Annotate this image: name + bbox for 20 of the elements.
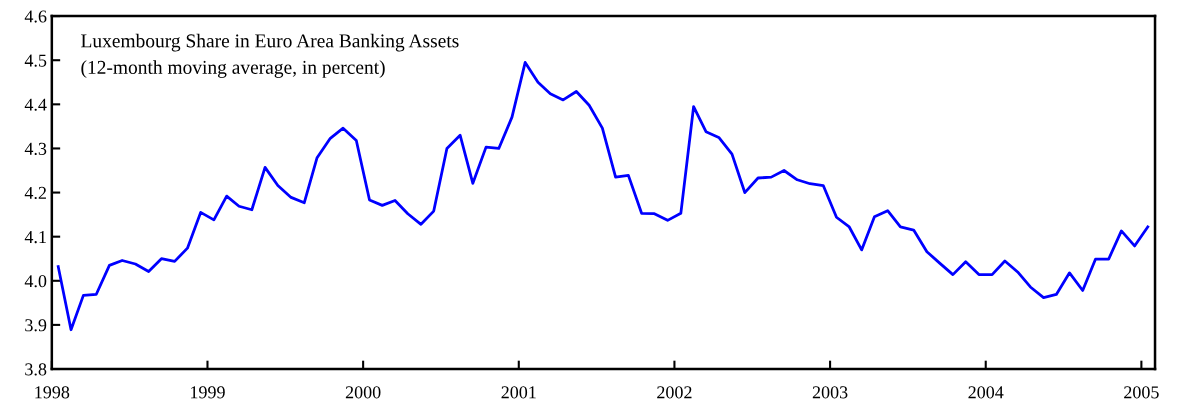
x-tick-label: 2004 [968,386,1004,399]
x-tick-label: 2003 [812,386,848,399]
x-tick-label: 2000 [345,386,381,399]
y-tick-label: 4.5 [24,54,47,67]
x-tick-label: 1998 [35,386,70,399]
x-tick-label: 1999 [191,386,225,399]
y-tick-label: 4.0 [24,275,47,288]
text: (12-month moving average, in percent) [81,60,385,78]
text: Luxembourg Share in Euro Area Banking Assets [81,33,459,52]
y-tick-label: 4.1 [24,231,46,244]
y-tick-label: 3.9 [25,319,47,332]
y-tick-label: 4.2 [24,186,46,200]
y-tick-label: 3.8 [25,363,47,376]
line-series [56,61,1150,332]
y-tick-label: 4.3 [24,142,47,155]
x-tick-label: 2005 [1124,386,1159,399]
y-tick-label: 4.6 [24,10,47,23]
y-tick-label: 4.4 [24,98,47,111]
x-tick-label: 2002 [657,386,692,399]
x-tick-label: 2001 [501,386,536,399]
